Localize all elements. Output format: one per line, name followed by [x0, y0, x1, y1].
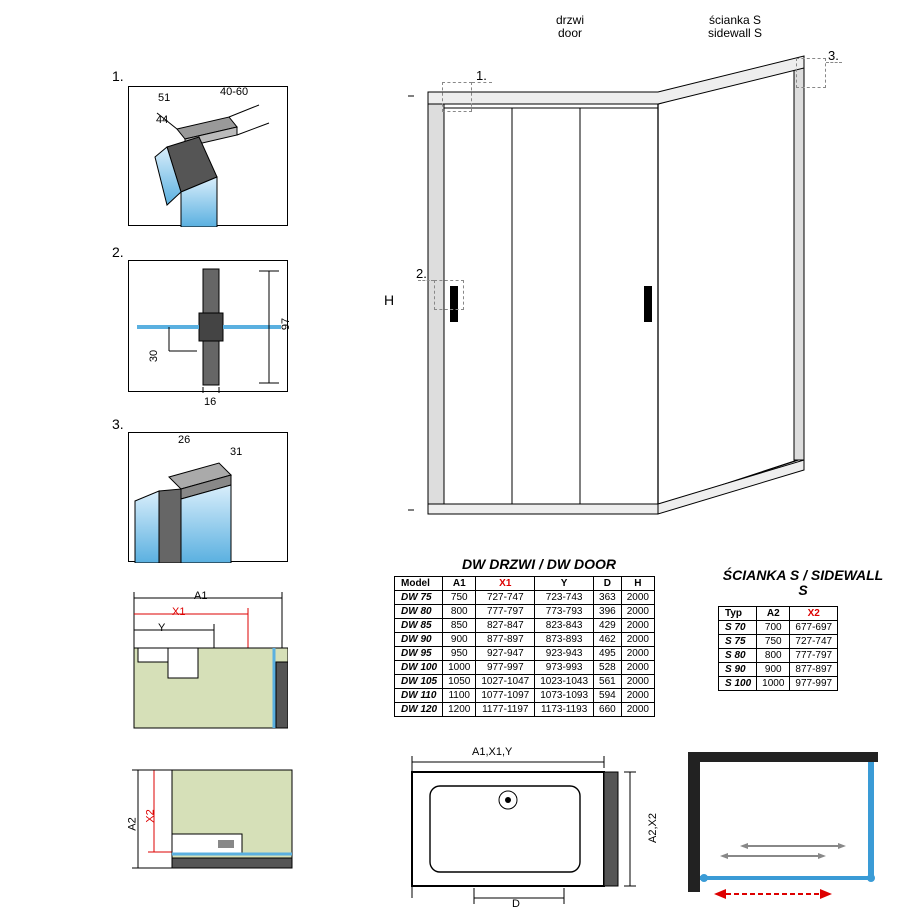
plan-view — [394, 748, 630, 908]
leader-box-2 — [434, 280, 464, 310]
detail-3-dim-b: 31 — [230, 446, 242, 458]
callout-side: ścianka S sidewall S — [708, 14, 762, 39]
detail-1-box — [128, 86, 288, 226]
callout-num-3: 3. — [828, 48, 839, 63]
detail-1-dim-b: 44 — [156, 114, 168, 126]
detail-2-number: 2. — [112, 244, 124, 260]
detail-3-drawing — [129, 433, 289, 563]
detail-2-dim-off: 30 — [148, 350, 160, 362]
leader-line-1 — [472, 82, 492, 83]
section-x2-label: X2 — [145, 809, 157, 822]
detail-3-dim-a: 26 — [178, 434, 190, 446]
page-root: 1. 51 44 40-60 2. — [8, 8, 900, 900]
main-h-label: H — [384, 292, 394, 308]
callout-num-1: 1. — [476, 68, 487, 83]
detail-1-dim-a: 51 — [158, 92, 170, 104]
section-a1-label: A1 — [194, 590, 207, 602]
detail-2-dim-w: 16 — [204, 396, 216, 408]
leader-box-1 — [442, 82, 472, 112]
callout-side-en: sidewall S — [708, 26, 762, 40]
section-y-label: Y — [158, 622, 165, 634]
plan-d-label: D — [512, 898, 520, 910]
plan-top-label: A1,X1,Y — [472, 746, 512, 758]
callout-door-en: door — [558, 26, 582, 40]
table-side-title: ŚCIANKA S / SIDEWALL S — [718, 568, 888, 599]
leader-box-3 — [796, 58, 826, 88]
table-side: TypA2X2S 70700677-697S 75750727-747S 808… — [718, 606, 838, 691]
detail-1-dim-c: 40-60 — [220, 86, 248, 98]
table-door-title: DW DRZWI / DW DOOR — [394, 556, 684, 572]
callout-num-2: 2. — [416, 266, 427, 281]
detail-2-box — [128, 260, 288, 392]
detail-2-dim-h: 97 — [280, 318, 292, 330]
detail-1-number: 1. — [112, 68, 124, 84]
detail-3-box — [128, 432, 288, 562]
callout-door: drzwi door — [556, 14, 584, 39]
section-a1-drawing — [128, 588, 288, 748]
main-iso-drawing — [408, 48, 868, 538]
section-a1-box — [128, 588, 288, 728]
detail-2-drawing — [129, 261, 289, 393]
detail-1-drawing — [129, 87, 289, 227]
leader-line-2 — [418, 280, 434, 281]
detail-3-number: 3. — [112, 416, 124, 432]
leader-line-3 — [826, 62, 842, 63]
plan-right-label: A2,X2 — [647, 813, 659, 843]
table-door: ModelA1X1YDHDW 75750727-747723-743363200… — [394, 576, 655, 717]
sliding-schematic — [678, 742, 888, 902]
section-a2-label: A2 — [127, 817, 139, 830]
section-x1-label: X1 — [172, 606, 185, 618]
